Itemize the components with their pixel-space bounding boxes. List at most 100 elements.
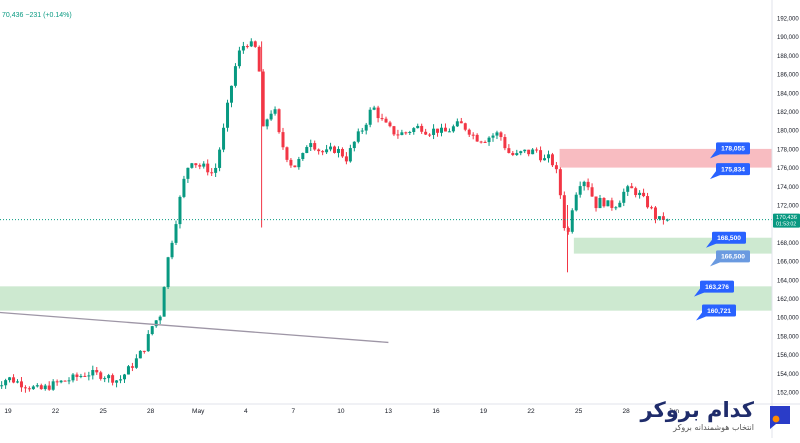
price-tick-label: 172,000 <box>777 204 799 210</box>
price-tick-label: 190,000 <box>777 35 799 41</box>
candle-up <box>618 202 622 208</box>
candle-down <box>424 131 428 135</box>
price-tick-label: 156,000 <box>777 353 799 359</box>
candle-down <box>459 121 463 124</box>
candle-up <box>226 102 230 128</box>
candle-up <box>638 192 642 196</box>
candle-down <box>634 188 638 196</box>
last-price-badge <box>773 213 800 228</box>
candle-up <box>4 380 8 386</box>
candle-up <box>515 153 519 156</box>
level-label: 166,500 <box>721 254 745 261</box>
candle-up <box>348 148 352 162</box>
candle-up <box>43 385 47 390</box>
candle-up <box>546 154 550 159</box>
price-tick-label: 192,000 <box>777 17 799 23</box>
candle-down <box>507 148 511 153</box>
candle-down <box>55 381 59 383</box>
last-price-value: 170,436 <box>776 215 797 221</box>
candle-down <box>313 143 317 150</box>
candle-up <box>146 334 150 352</box>
candle-up <box>412 128 416 132</box>
candle-up <box>265 119 269 127</box>
candle-up <box>269 113 273 120</box>
candle-down <box>420 125 424 132</box>
time-tick-label: 28 <box>147 408 155 415</box>
candle-down <box>467 129 471 135</box>
candle-up <box>372 107 376 110</box>
price-tick-label: 166,000 <box>777 260 799 266</box>
candle-up <box>543 158 547 161</box>
candles-layer <box>0 38 669 393</box>
candle-down <box>321 151 325 153</box>
candle-up <box>158 316 162 321</box>
level-label-box <box>702 304 736 317</box>
candle-up <box>447 131 451 133</box>
candle-down <box>428 134 432 136</box>
candle-up <box>487 137 491 143</box>
candle-down <box>95 370 99 373</box>
time-tick-label: 7 <box>291 408 295 415</box>
candle-down <box>404 132 408 134</box>
price-tick-label: 184,000 <box>777 91 799 97</box>
candle-down <box>650 207 654 209</box>
candle-down <box>550 154 554 166</box>
candle-up <box>35 385 39 387</box>
candle-down <box>610 200 614 208</box>
candle-up <box>214 167 218 173</box>
candle-down <box>475 134 479 142</box>
candle-down <box>590 187 594 197</box>
candle-down <box>436 128 440 133</box>
candle-up <box>229 85 233 103</box>
candle-down <box>23 387 27 389</box>
candle-down <box>642 192 646 197</box>
time-tick-label: 19 <box>480 408 488 415</box>
candle-up <box>170 242 174 258</box>
time-tick-label: 16 <box>432 408 440 415</box>
brand-title: کدام بروکر <box>640 398 754 422</box>
level-label-box <box>716 250 750 263</box>
candle-down <box>630 186 634 189</box>
candle-up <box>297 159 301 168</box>
candle-down <box>554 165 558 170</box>
zone-support-lower <box>0 286 772 311</box>
candle-up <box>578 186 582 195</box>
candle-up <box>16 381 20 383</box>
candle-up <box>162 287 166 317</box>
candle-up <box>273 109 277 114</box>
candle-up <box>598 198 602 209</box>
candle-down <box>653 207 657 219</box>
candle-up <box>368 109 372 125</box>
candle-up <box>325 149 329 153</box>
candle-up <box>439 127 443 133</box>
candle-up <box>122 374 126 380</box>
candle-down <box>285 147 289 160</box>
candle-up <box>186 167 190 179</box>
candle-up <box>241 46 245 51</box>
time-scale[interactable]: 19 22 25 28 May 4 7 10 13 16 19 22 25 28 Jun <box>4 408 679 415</box>
candle-up <box>582 181 586 187</box>
price-scale[interactable]: 192,000 190,000 188,000 186,000 184,000 182,0… <box>773 17 800 397</box>
candle-up <box>115 380 119 383</box>
candle-up <box>134 358 138 368</box>
candle-down <box>566 228 570 232</box>
candle-down <box>376 107 380 119</box>
zones-layer <box>0 148 772 311</box>
candle-up <box>364 124 368 131</box>
candle-down <box>535 149 539 151</box>
candle-up <box>657 216 661 219</box>
candle-up <box>178 196 182 225</box>
candle-up <box>154 320 158 327</box>
price-tick-label: 162,000 <box>777 297 799 303</box>
candle-up <box>71 374 75 381</box>
time-tick-label: Jun <box>668 408 679 415</box>
candle-down <box>210 172 214 174</box>
candle-up <box>138 350 142 359</box>
candle-up <box>174 224 178 243</box>
candle-up <box>202 163 206 167</box>
candle-down <box>194 163 198 166</box>
time-tick-label: 4 <box>244 408 248 415</box>
candle-down <box>277 109 281 133</box>
